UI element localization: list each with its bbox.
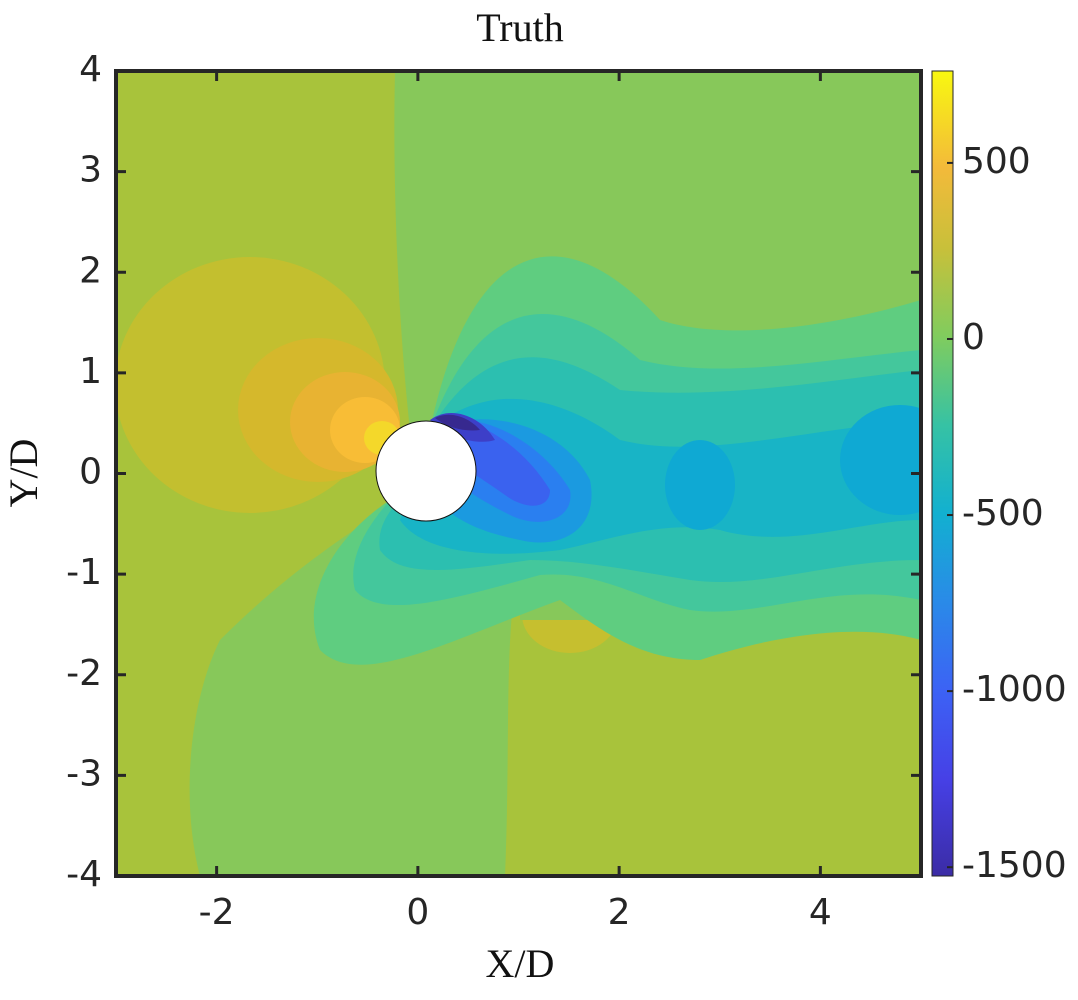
x-tick-label: 0 [406,892,429,933]
y-tick-label: 0 [79,452,102,493]
x-tick-label: -2 [199,892,235,933]
colorbar [931,70,954,877]
colorbar-tick-label: -1500 [962,845,1067,886]
colorbar-tick-label: -500 [962,493,1044,534]
colorbar-tick-label: 0 [962,317,985,358]
y-tick-label: 3 [79,150,102,191]
x-tick-label: 4 [809,892,832,933]
contour-field [116,71,921,876]
y-tick-label: -3 [66,753,102,794]
y-axis-label: Y/D [1,439,46,508]
colorbar-tick-label: 500 [962,141,1031,182]
colorbar-tick-label: -1000 [962,669,1067,710]
x-tick-label: 2 [608,892,631,933]
x-axis-label: X/D [486,941,555,986]
y-tick-label: -2 [66,653,102,694]
y-tick-label: -1 [66,552,102,593]
y-tick-label: -4 [66,854,102,895]
y-tick-label: 2 [79,250,102,291]
y-tick-label: 4 [79,49,102,90]
y-tick-label: 1 [79,351,102,392]
chart-title: Truth [476,5,563,50]
